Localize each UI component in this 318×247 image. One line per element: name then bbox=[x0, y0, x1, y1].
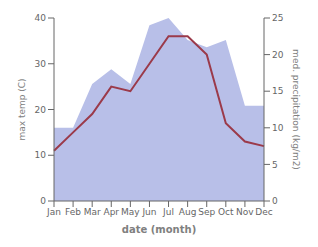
svg-text:20: 20 bbox=[272, 50, 284, 60]
svg-text:30: 30 bbox=[35, 59, 47, 69]
svg-text:10: 10 bbox=[272, 123, 284, 133]
svg-text:Apr: Apr bbox=[103, 207, 119, 217]
svg-text:Feb: Feb bbox=[65, 207, 81, 217]
svg-text:15: 15 bbox=[272, 86, 283, 96]
svg-text:5: 5 bbox=[272, 160, 278, 170]
svg-text:20: 20 bbox=[35, 105, 47, 115]
svg-text:Oct: Oct bbox=[218, 207, 234, 217]
svg-text:0: 0 bbox=[40, 196, 46, 206]
svg-text:Mar: Mar bbox=[84, 207, 101, 217]
svg-text:Sep: Sep bbox=[198, 207, 215, 217]
svg-text:Jan: Jan bbox=[46, 207, 61, 217]
svg-text:Nov: Nov bbox=[236, 207, 254, 217]
svg-text:med. precipitation (kg/m2): med. precipitation (kg/m2) bbox=[291, 49, 301, 170]
svg-text:Dec: Dec bbox=[255, 207, 272, 217]
svg-text:25: 25 bbox=[272, 13, 283, 23]
svg-text:May: May bbox=[121, 207, 140, 217]
svg-text:0: 0 bbox=[272, 196, 278, 206]
svg-text:date (month): date (month) bbox=[122, 224, 196, 235]
svg-text:10: 10 bbox=[35, 150, 47, 160]
svg-text:40: 40 bbox=[35, 13, 47, 23]
svg-text:Aug: Aug bbox=[179, 207, 197, 217]
svg-text:max temp (C): max temp (C) bbox=[17, 78, 27, 140]
svg-text:Jun: Jun bbox=[141, 207, 156, 217]
svg-text:Jul: Jul bbox=[162, 207, 174, 217]
